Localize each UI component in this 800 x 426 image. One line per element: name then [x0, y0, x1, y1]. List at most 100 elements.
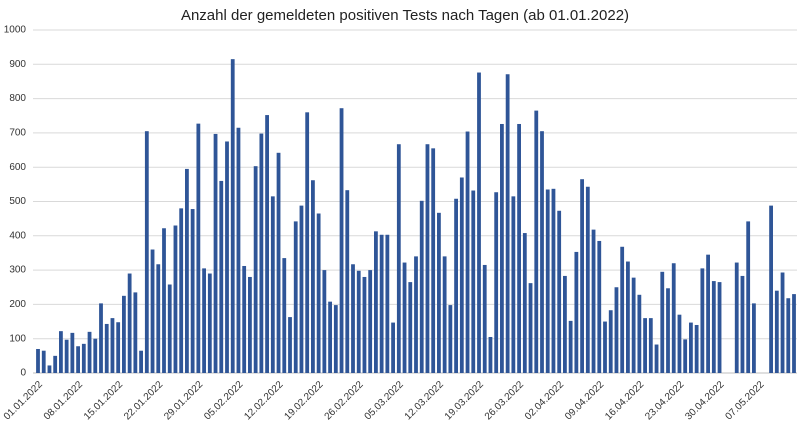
bar [196, 123, 201, 373]
x-tick-label: 26.02.2022 [323, 379, 366, 422]
bar [752, 303, 756, 373]
x-tick-label: 19.03.2022 [443, 379, 486, 422]
bar [374, 231, 378, 373]
bar [706, 254, 710, 373]
bar [379, 234, 384, 373]
bar [156, 264, 161, 373]
bar [59, 331, 63, 373]
bar [648, 318, 653, 373]
bar [207, 273, 212, 373]
bar [116, 322, 121, 373]
bar [253, 166, 258, 373]
bar [356, 270, 361, 373]
y-tick-label: 100 [9, 333, 26, 344]
bar [414, 256, 418, 373]
bar [448, 305, 453, 373]
bar [774, 290, 779, 373]
x-tick-label: 26.03.2022 [483, 379, 526, 422]
y-tick-label: 200 [9, 299, 26, 310]
bar [689, 322, 693, 373]
y-tick-label: 0 [20, 368, 26, 379]
bar [454, 198, 458, 373]
x-tick-label: 01.01.2022 [2, 379, 45, 422]
x-tick-label: 05.02.2022 [202, 379, 245, 422]
y-tick-label: 500 [9, 196, 26, 207]
bar [41, 350, 46, 373]
bar [167, 284, 172, 373]
bar [47, 365, 52, 373]
bar [769, 205, 773, 373]
bar [488, 336, 493, 373]
bar [717, 282, 722, 373]
y-tick-label: 800 [9, 93, 26, 104]
bar [396, 144, 401, 373]
bar [53, 355, 58, 373]
bar [299, 205, 304, 373]
bar [265, 115, 269, 374]
x-tick-label: 08.01.2022 [42, 379, 85, 422]
bar [700, 268, 705, 373]
bar [477, 72, 481, 374]
bar [746, 221, 751, 373]
bar [425, 144, 430, 373]
bar [437, 212, 441, 373]
bar [540, 131, 544, 373]
bar [568, 320, 573, 373]
bar [230, 59, 235, 373]
bar [637, 294, 642, 373]
bar [494, 192, 499, 373]
bar [213, 133, 218, 373]
bar [734, 262, 739, 373]
bar [150, 249, 155, 373]
bar [517, 123, 521, 374]
bar [64, 339, 69, 373]
bar [500, 123, 504, 374]
bar [368, 270, 373, 373]
bar [185, 168, 189, 373]
x-tick-label: 15.01.2022 [82, 379, 125, 422]
bar [248, 276, 252, 373]
x-tick-label: 07.05.2022 [723, 379, 766, 422]
y-tick-label: 900 [9, 59, 26, 70]
x-tick-label: 22.01.2022 [122, 379, 165, 422]
bar [99, 303, 103, 373]
bar [694, 324, 699, 373]
x-tick-label: 23.04.2022 [643, 379, 686, 422]
bar [614, 287, 619, 373]
bar [671, 263, 676, 373]
bar [574, 251, 579, 373]
bar [522, 233, 527, 373]
bar [608, 310, 613, 373]
bar [242, 265, 247, 373]
bar [654, 344, 659, 373]
bar [36, 348, 40, 373]
bar [408, 282, 413, 373]
bar [93, 338, 98, 373]
bar [259, 133, 264, 373]
bar [173, 225, 178, 373]
y-tick-label: 400 [9, 230, 26, 241]
chart-title: Anzahl der gemeldeten positiven Tests na… [181, 7, 629, 24]
bar [660, 271, 665, 373]
x-tick-label: 16.04.2022 [603, 379, 646, 422]
bar [288, 317, 292, 373]
bar [631, 277, 636, 373]
bar [603, 321, 607, 373]
bar [87, 331, 92, 373]
bar [465, 131, 470, 373]
bar [362, 276, 367, 373]
bar [711, 281, 716, 373]
x-tick-label: 05.03.2022 [363, 379, 406, 422]
bar [122, 295, 126, 373]
bar [591, 229, 596, 373]
bar [597, 240, 602, 373]
bar [534, 110, 539, 373]
bar [419, 200, 424, 373]
x-tick-label: 12.02.2022 [242, 379, 285, 422]
bar [740, 275, 745, 373]
bar [190, 209, 195, 373]
y-tick-label: 600 [9, 162, 26, 173]
bar [545, 189, 550, 373]
x-tick-label: 02.04.2022 [523, 379, 566, 422]
bar [81, 343, 86, 373]
